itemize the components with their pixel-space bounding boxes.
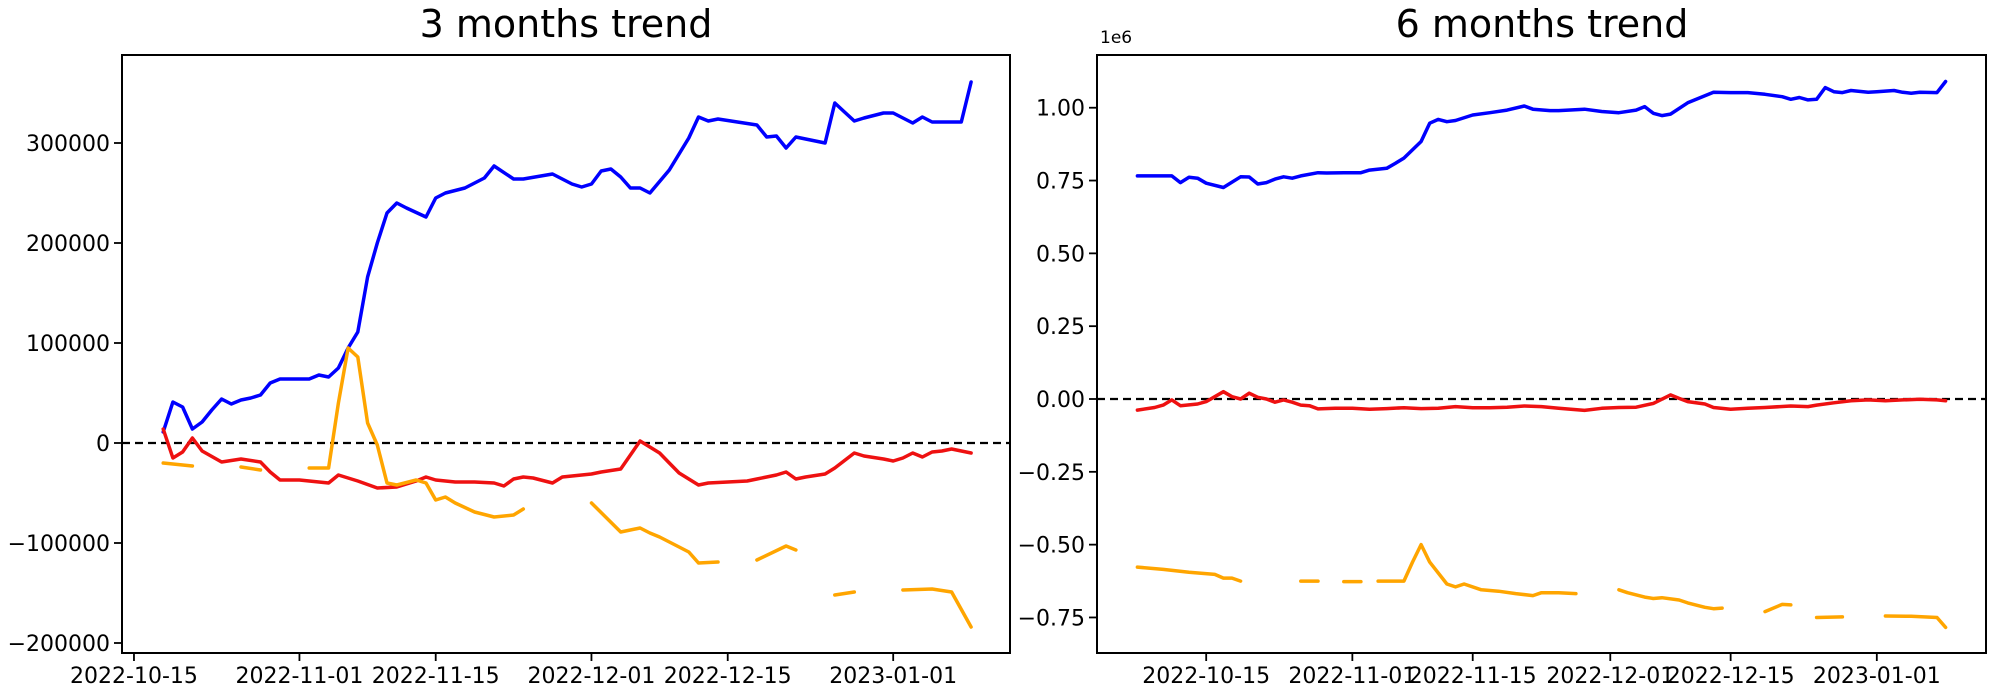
y-tick-label: 200000: [26, 232, 110, 257]
trend-6m-orange-line: [1883, 614, 1948, 630]
x-tick-label: 2022-12-01: [1546, 664, 1674, 689]
y-tick-label: −0.25: [1018, 461, 1085, 486]
trend-6m-blue-line: [1135, 79, 1948, 190]
y-axis-offset-label: 1e6: [1100, 28, 1133, 48]
x-tick-label: 2022-11-01: [236, 664, 364, 689]
y-tick-label: −200000: [8, 632, 110, 657]
chart-title-6-months: 6 months trend: [1395, 2, 1689, 46]
trend-3m-red-line: [161, 427, 973, 490]
y-tick-label: 0: [96, 432, 110, 457]
y-tick-label: −0.75: [1018, 606, 1085, 631]
x-tick-label: 2022-12-15: [1667, 664, 1795, 689]
x-tick-label: 2023-01-01: [829, 664, 957, 689]
trend-6m-orange-line: [1376, 542, 1578, 598]
y-tick-label: 0.00: [1036, 388, 1085, 413]
trend-3m-plot-area: [121, 54, 1011, 654]
y-tick-label: 100000: [26, 332, 110, 357]
y-tick-label: 0.75: [1036, 170, 1085, 195]
y-tick-label: 0.50: [1036, 242, 1085, 267]
trend-6m-plot-area: [1096, 54, 1987, 654]
trend-6m-red-line: [1135, 389, 1948, 413]
y-tick-label: −100000: [8, 532, 110, 557]
y-tick-label: 300000: [26, 132, 110, 157]
trend-6m-orange-line: [1763, 602, 1793, 614]
trend-3m-orange-line: [307, 346, 526, 519]
trend-3m-orange-line: [901, 587, 973, 629]
trend-3m-orange-line: [833, 590, 857, 597]
chart-title-3-months: 3 months trend: [419, 2, 713, 46]
trend-3m-blue-line: [161, 80, 973, 434]
x-tick-label: 2022-11-01: [1288, 664, 1416, 689]
trend-3m-orange-line: [589, 501, 720, 565]
x-tick-label: 2022-12-15: [664, 664, 792, 689]
trend-3m-orange-line: [755, 544, 798, 562]
x-tick-label: 2022-11-15: [1409, 664, 1537, 689]
trend-3m-orange-line: [161, 461, 195, 468]
y-tick-label: 0.25: [1036, 315, 1085, 340]
x-tick-label: 2022-12-01: [528, 664, 656, 689]
x-tick-label: 2023-01-01: [1813, 664, 1941, 689]
y-tick-label: −0.50: [1018, 534, 1085, 559]
trend-6m-orange-line: [1617, 588, 1724, 611]
x-tick-label: 2022-10-15: [70, 664, 198, 689]
y-tick-label: 1.00: [1036, 97, 1085, 122]
x-tick-label: 2022-10-15: [1142, 664, 1270, 689]
trend-6m-orange-line: [1135, 565, 1243, 583]
x-tick-label: 2022-11-15: [372, 664, 500, 689]
trend-3m-orange-line: [239, 465, 263, 472]
trend-6m-orange-line: [1814, 615, 1845, 620]
